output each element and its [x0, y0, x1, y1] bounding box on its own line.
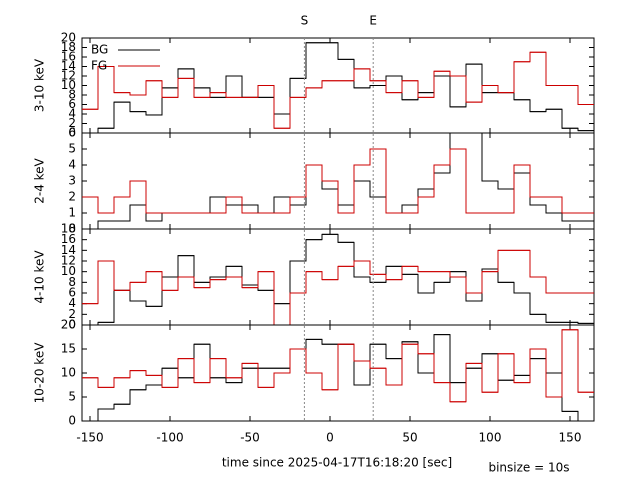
note: binsize = 10s — [488, 461, 569, 475]
y-tick-label: 2 — [68, 307, 76, 321]
marker-label: S — [301, 14, 309, 28]
x-tick-label: 100 — [479, 431, 502, 445]
marker-label: E — [369, 14, 377, 28]
x-tick-label: 150 — [559, 431, 582, 445]
y-tick-label: 0 — [68, 414, 76, 428]
y-axis-label: 3-10 keV — [33, 58, 47, 112]
y-tick-label: 0 — [68, 318, 76, 332]
y-tick-label: 8 — [68, 275, 76, 289]
y-tick-label: 14 — [61, 59, 76, 73]
y-tick-label: 2 — [68, 116, 76, 130]
y-tick-label: 4 — [68, 107, 76, 121]
x-axis-label: time since 2025-04-17T16:18:20 [sec] — [222, 456, 452, 470]
step-riser — [82, 329, 594, 403]
y-tick-label: 3 — [68, 174, 76, 188]
y-tick-label: 10 — [61, 78, 76, 92]
step-riser — [82, 148, 594, 214]
y-tick-label: 15 — [61, 342, 76, 356]
y-tick-label: 4 — [68, 296, 76, 310]
y-axis-label: 2-4 keV — [33, 157, 47, 203]
y-tick-label: 6 — [68, 286, 76, 300]
y-tick-label: 6 — [68, 97, 76, 111]
legend-label: BG — [91, 43, 108, 57]
y-tick-label: 0 — [68, 222, 76, 236]
legend-label: FG — [91, 59, 107, 73]
y-tick-label: 8 — [68, 88, 76, 102]
step-riser — [82, 51, 594, 129]
y-tick-label: 6 — [68, 126, 76, 140]
x-tick-label: -150 — [76, 431, 103, 445]
y-tick-label: 12 — [61, 254, 76, 268]
y-tick-label: 10 — [61, 366, 76, 380]
y-tick-label: 16 — [61, 50, 76, 64]
y-tick-label: 20 — [61, 31, 76, 45]
y-tick-label: 20 — [61, 318, 76, 332]
x-tick-label: 0 — [326, 431, 334, 445]
y-tick-label: 14 — [61, 243, 76, 257]
y-tick-label: 2 — [68, 190, 76, 204]
y-tick-label: 12 — [61, 69, 76, 83]
step-riser — [82, 233, 594, 326]
y-axis-label: 4-10 keV — [33, 250, 47, 304]
step-riser — [82, 249, 594, 326]
y-tick-label: 5 — [68, 390, 76, 404]
x-tick-label: -50 — [240, 431, 260, 445]
y-tick-label: 18 — [61, 222, 76, 236]
step-riser — [82, 42, 594, 134]
y-tick-label: 0 — [68, 126, 76, 140]
y-tick-label: 16 — [61, 232, 76, 246]
y-tick-label: 1 — [68, 206, 76, 220]
y-tick-label: 5 — [68, 142, 76, 156]
x-tick-label: 50 — [402, 431, 417, 445]
x-tick-label: -100 — [156, 431, 183, 445]
y-tick-label: 4 — [68, 158, 76, 172]
y-tick-label: 10 — [61, 264, 76, 278]
y-axis-label: 10-20 keV — [33, 342, 47, 404]
y-tick-label: 18 — [61, 40, 76, 54]
